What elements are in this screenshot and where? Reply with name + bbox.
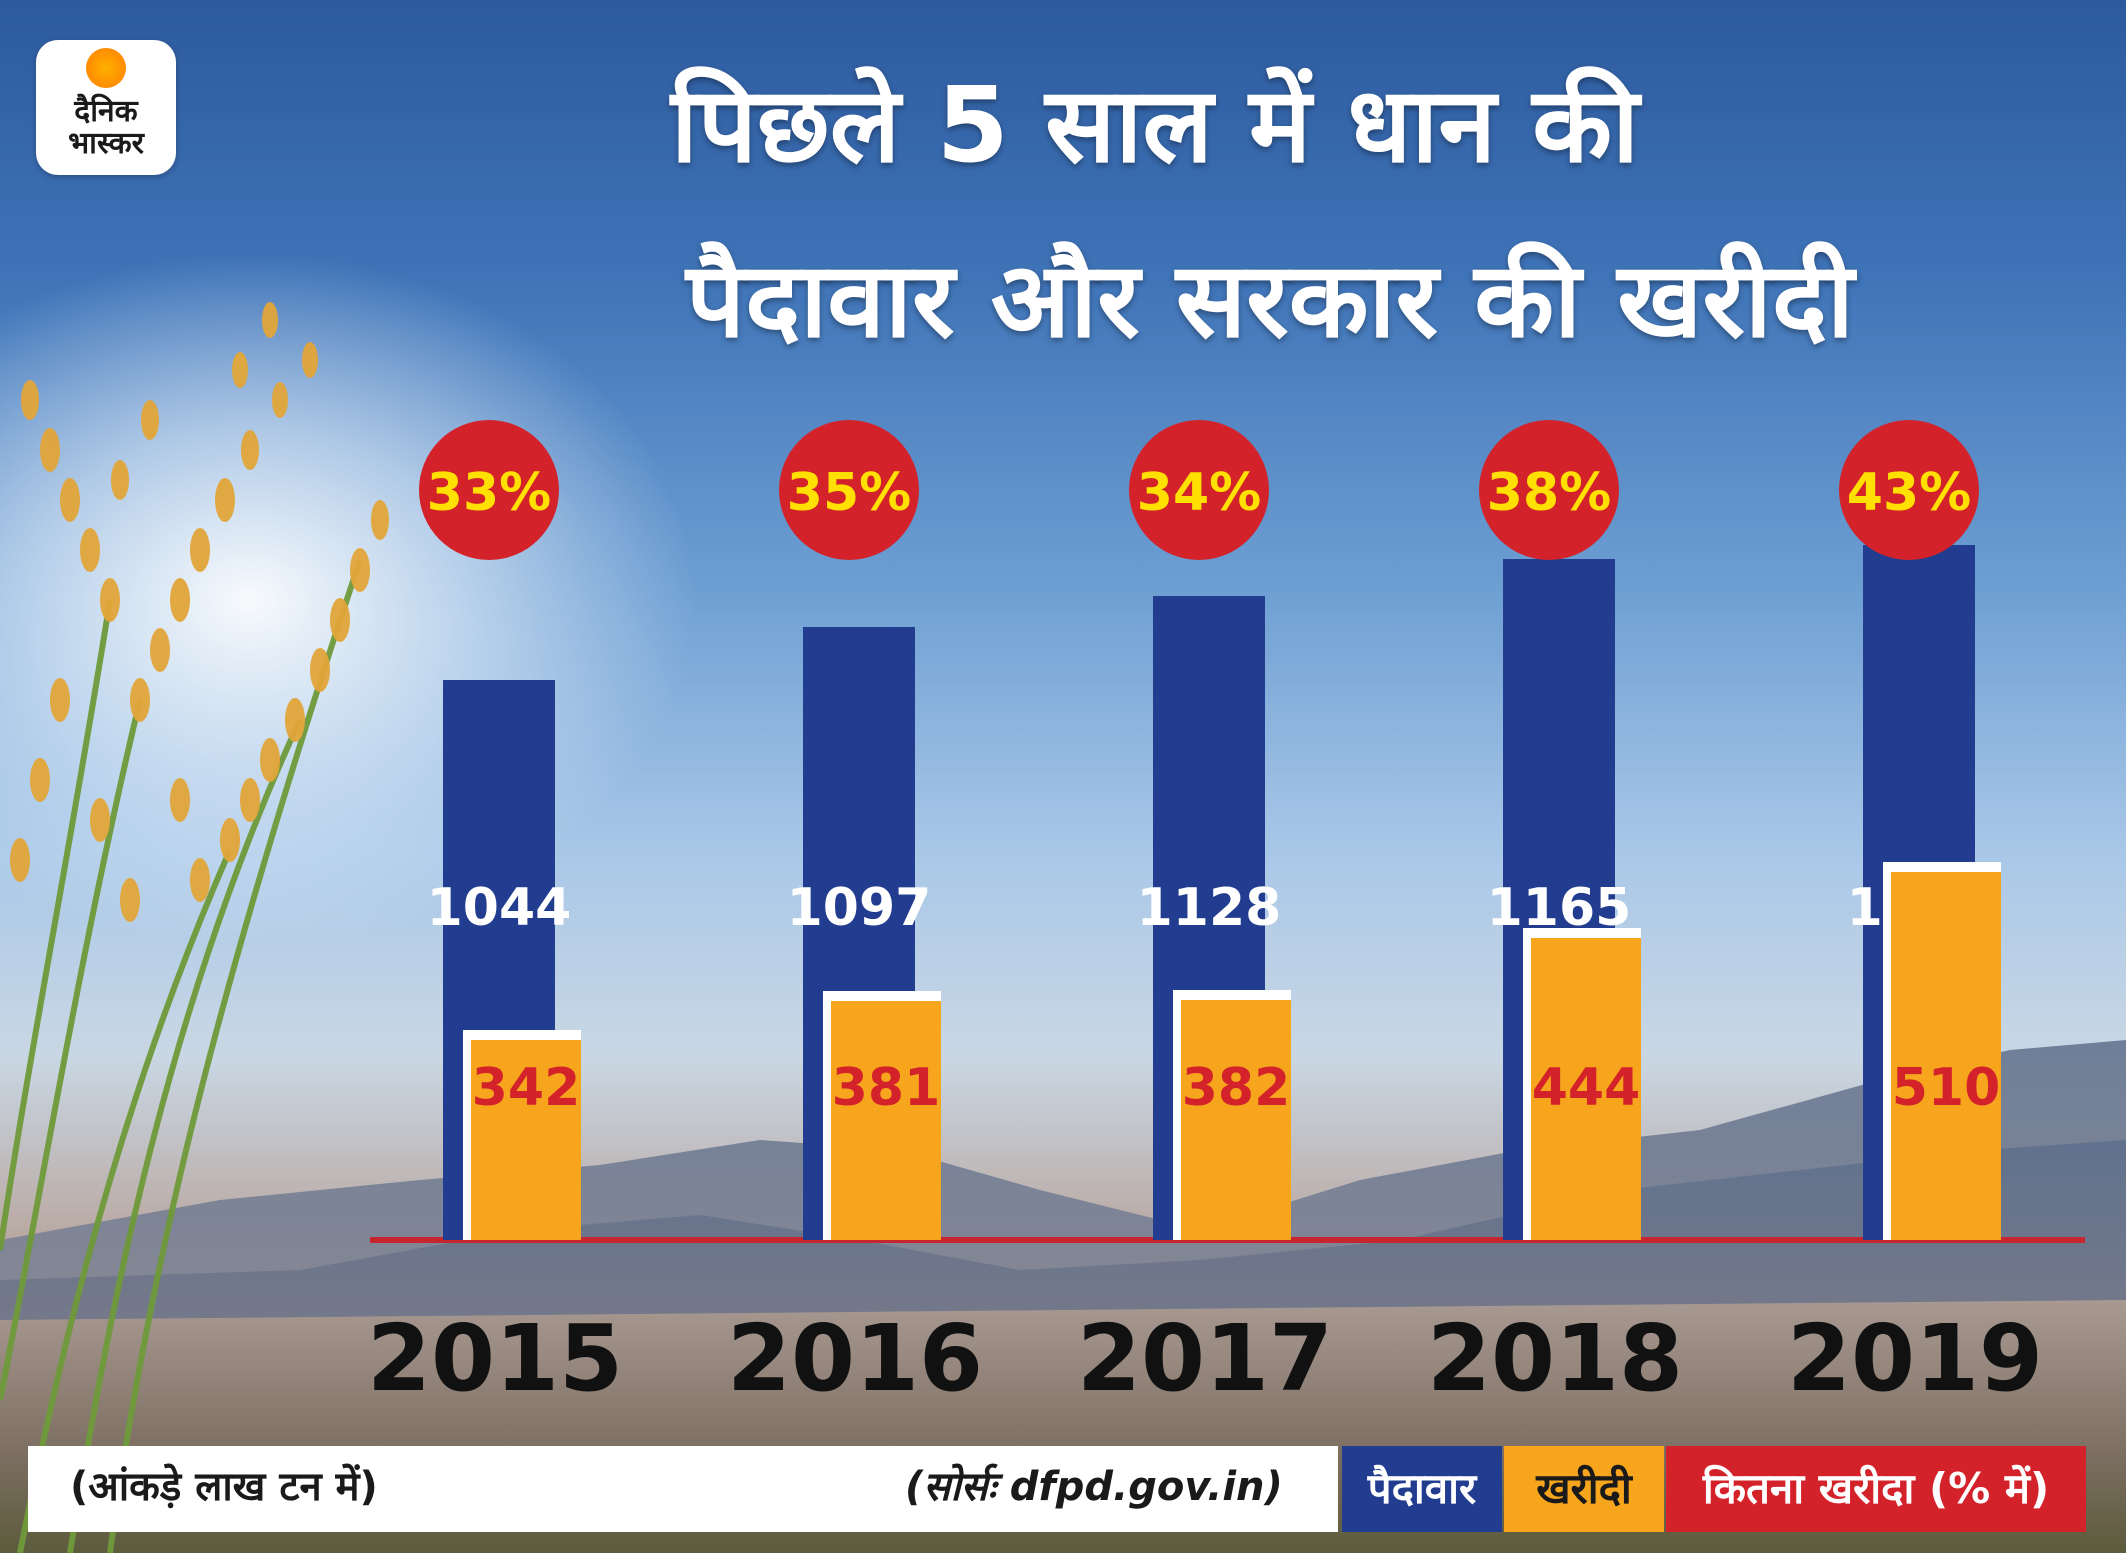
legend-procurement: खरीदी: [1504, 1446, 1664, 1532]
legend-production: पैदावार: [1342, 1446, 1502, 1532]
share-circle: [1839, 420, 1979, 560]
dainik-bhaskar-logo: दैनिक भास्कर: [36, 40, 176, 175]
procurement-bar: [1531, 938, 1641, 1240]
share-percent-label: 43%: [1847, 463, 1971, 523]
chart-title-line1: पिछले 5 साल में धान की: [670, 64, 1640, 186]
procurement-bar: [471, 1040, 581, 1240]
year-label: 2019: [1787, 1305, 2043, 1412]
procurement-bar: [1181, 1000, 1291, 1240]
production-value-label: 1097: [787, 878, 932, 938]
share-circle: [1129, 420, 1269, 560]
sun-icon: [86, 48, 126, 88]
production-value-label: 1128: [1137, 878, 1282, 938]
procurement-value-label: 381: [832, 1058, 941, 1118]
share-percent-label: 34%: [1137, 463, 1261, 523]
production-value-label: 1044: [427, 878, 572, 938]
procurement-bar: [1891, 872, 2001, 1240]
procurement-value-label: 382: [1182, 1058, 1291, 1118]
year-label: 2016: [727, 1305, 983, 1412]
year-label: 2017: [1077, 1305, 1333, 1412]
procurement-bar: [831, 1001, 941, 1240]
share-circle: [779, 420, 919, 560]
procurement-value-label: 444: [1532, 1058, 1641, 1118]
legend-share: कितना खरीदा (% में): [1666, 1446, 2086, 1532]
share-circle: [1479, 420, 1619, 560]
logo-text-line2: भास्कर: [68, 126, 144, 161]
source-note: (सोर्सः dfpd.gov.in): [905, 1464, 1283, 1510]
share-percent-label: 38%: [1487, 463, 1611, 523]
footer-bar: [28, 1446, 1338, 1532]
share-percent-label: 33%: [427, 463, 551, 523]
procurement-value-label: 342: [472, 1058, 581, 1118]
procurement-value-label: 510: [1892, 1058, 2001, 1118]
chart-title-line2: पैदावार और सरकार की खरीदी: [686, 239, 1854, 361]
logo-text-line1: दैनिक: [74, 94, 138, 129]
share-circle: [419, 420, 559, 560]
year-label: 2015: [367, 1305, 623, 1412]
share-percent-label: 35%: [787, 463, 911, 523]
unit-note: (आंकड़े लाख टन में): [70, 1464, 378, 1510]
year-label: 2018: [1427, 1305, 1683, 1412]
